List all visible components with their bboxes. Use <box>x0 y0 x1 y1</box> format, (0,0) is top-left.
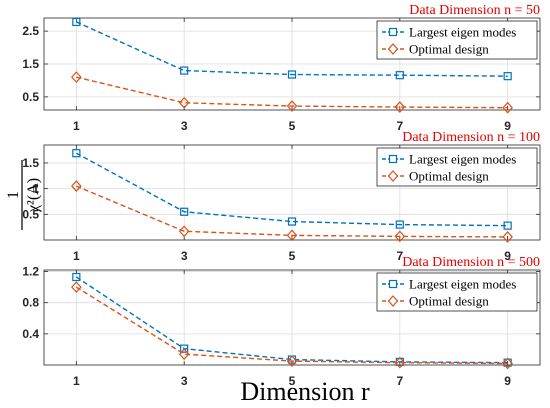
data-point-square <box>72 17 81 27</box>
data-point-diamond <box>286 100 298 112</box>
data-point-square <box>503 221 512 230</box>
data-point-diamond <box>394 356 406 369</box>
panel-title: Data Dimension n = 500 <box>402 255 540 270</box>
y-tick-label: 0.8 <box>22 296 39 310</box>
x-tick-label: 7 <box>396 249 403 263</box>
series-line-optimal-design <box>75 286 508 365</box>
data-point-diamond <box>502 357 513 370</box>
y-tick-label: 1.2 <box>22 265 39 279</box>
legend-label: Optimal design <box>409 294 489 309</box>
x-tick-label: 3 <box>181 119 188 133</box>
data-point-diamond <box>394 230 406 243</box>
data-point-square <box>287 217 297 226</box>
panel-title: Data Dimension n = 50 <box>409 3 540 18</box>
y-tick-label: 1.5 <box>22 57 39 71</box>
data-point-diamond <box>178 348 190 360</box>
legend-marker-diamond <box>387 170 399 182</box>
x-tick-label: 7 <box>396 374 403 388</box>
data-point-diamond <box>286 355 298 368</box>
y-tick-label: 1.5 <box>22 156 39 170</box>
x-tick-label: 1 <box>73 249 80 263</box>
legend-label: Largest eigen modes <box>409 277 516 292</box>
legend-marker-diamond <box>387 295 399 307</box>
x-tick-label: 1 <box>73 119 80 133</box>
data-point-diamond <box>71 180 82 192</box>
x-tick-label: 3 <box>181 249 188 263</box>
y-label-numerator: 1 <box>5 191 22 199</box>
legend-box <box>376 147 538 187</box>
legend-label: Optimal design <box>409 42 489 57</box>
x-tick-label: 5 <box>289 249 296 263</box>
data-point-square <box>395 71 404 80</box>
y-axis-label: 1 χ²(A) <box>5 160 42 230</box>
legend-label: Largest eigen modes <box>409 152 516 167</box>
x-tick-label: 3 <box>181 374 188 388</box>
data-point-diamond <box>394 101 406 113</box>
x-tick-label: 5 <box>289 374 296 388</box>
series-line-optimal-design <box>76 185 508 238</box>
data-point-square <box>503 72 512 81</box>
x-tick-label: 9 <box>504 249 511 263</box>
y-label-denominator: χ²(A) <box>25 178 42 213</box>
legend-marker-square <box>388 279 398 289</box>
data-point-square <box>395 220 404 229</box>
data-point-square <box>180 344 189 353</box>
data-point-square <box>72 272 81 282</box>
legend: Largest eigen modes Optimal design <box>376 147 538 187</box>
data-point-square <box>180 207 189 216</box>
legend: Largest eigen modes Optimal design <box>376 272 538 312</box>
x-tick-label: 7 <box>396 119 403 133</box>
y-tick-label: 1 <box>32 182 39 196</box>
y-tick-label: 2.5 <box>22 24 39 38</box>
data-point-square <box>180 66 189 75</box>
data-point-diamond <box>502 101 513 114</box>
series-line-optimal-design <box>76 76 508 109</box>
x-tick-label: 1 <box>73 374 80 388</box>
panel-3: 1 3 5 7 9 0.4 0.8 1.2 Data Dimension n = 500 Larg… <box>22 255 541 388</box>
panel-title: Data Dimension n = 100 <box>402 130 540 145</box>
data-point-diamond <box>286 229 298 242</box>
data-point-square <box>287 70 297 79</box>
legend: Largest eigen modes Optimal design <box>376 20 538 60</box>
x-tick-label: 9 <box>504 119 511 133</box>
y-tick-label: 0.5 <box>22 207 39 221</box>
panel-1: 1 3 5 7 9 0.5 1.5 2.5 Data Dimension n = 50 Large… <box>22 3 541 133</box>
x-tick-label: 5 <box>289 119 296 133</box>
series-line-largest-eigen-modes <box>76 152 508 227</box>
legend-marker-square <box>388 27 398 37</box>
legend-box <box>376 272 538 312</box>
panel-2: 1 3 5 7 9 0.5 1 1.5 Data Dimension n = 100 Larges… <box>22 130 541 263</box>
legend-marker-diamond <box>387 43 399 55</box>
legend-label: Optimal design <box>409 169 489 184</box>
series-line-largest-eigen-modes <box>76 21 508 77</box>
data-point-diamond <box>71 71 82 84</box>
x-tick-label: 9 <box>504 374 511 388</box>
y-tick-label: 0.4 <box>22 327 39 341</box>
x-axis-label: Dimension r <box>240 377 370 406</box>
data-point-diamond <box>178 225 190 238</box>
y-tick-label: 0.5 <box>22 90 39 104</box>
legend-box <box>376 20 538 60</box>
data-point-diamond <box>178 96 190 109</box>
data-point-square <box>72 149 81 158</box>
legend-marker-square <box>388 154 398 164</box>
legend-label: Largest eigen modes <box>409 25 516 40</box>
data-point-diamond <box>502 231 513 243</box>
data-point-diamond <box>71 281 82 294</box>
